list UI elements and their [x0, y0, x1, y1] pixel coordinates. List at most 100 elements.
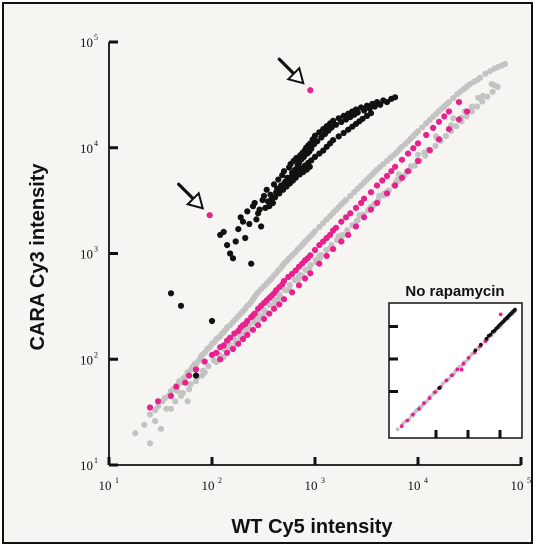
- black-point: [264, 198, 272, 205]
- pink-point: [260, 315, 268, 323]
- pink-point: [270, 305, 278, 312]
- gray-point: [445, 99, 453, 106]
- pink-point: [404, 168, 412, 175]
- gray-point: [276, 294, 283, 301]
- inset-x-tick: [498, 430, 502, 438]
- inset-pink-point: [411, 412, 415, 417]
- gray-point: [476, 74, 484, 81]
- x-tick-exponent: 2: [218, 476, 222, 485]
- pink-point: [213, 349, 220, 356]
- black-point: [338, 118, 345, 126]
- pink-point: [229, 345, 237, 353]
- pink-point: [410, 145, 417, 152]
- pink-point: [392, 182, 399, 189]
- black-point: [177, 302, 185, 309]
- inset-black-point: [486, 334, 491, 338]
- pink-point: [435, 118, 443, 125]
- black-point: [263, 186, 270, 193]
- inset-x-tick: [434, 430, 438, 438]
- pink-point: [192, 366, 200, 373]
- black-point: [232, 238, 239, 245]
- gray-point: [141, 421, 148, 428]
- black-point: [272, 194, 279, 201]
- pink-point: [249, 326, 257, 333]
- x-tick-label: 10: [511, 478, 524, 493]
- black-point: [237, 214, 244, 221]
- black-point: [220, 228, 227, 235]
- pink-point: [307, 270, 314, 277]
- pink-point: [186, 372, 193, 379]
- inset-y-tick: [389, 325, 398, 328]
- inset-black-point: [484, 336, 489, 341]
- inset-pink-point: [405, 418, 410, 423]
- gray-point: [157, 425, 165, 432]
- pink-point: [345, 231, 352, 238]
- pink-point: [361, 214, 368, 221]
- black-point: [332, 121, 340, 128]
- inset-black-point: [500, 320, 505, 325]
- inset-black-point: [479, 342, 483, 347]
- black-point: [269, 199, 276, 207]
- pink-point: [251, 310, 258, 317]
- inset-black-point: [437, 386, 442, 390]
- gray-point: [475, 94, 482, 101]
- gray-point: [468, 103, 476, 110]
- gray-point: [453, 123, 460, 130]
- pink-point: [361, 195, 368, 202]
- gray-point: [295, 273, 303, 281]
- gray-point: [286, 281, 293, 289]
- pink-point: [266, 310, 273, 317]
- pink-point: [244, 317, 251, 325]
- black-point: [270, 181, 278, 188]
- gray-point: [167, 405, 175, 412]
- pink-point: [392, 163, 399, 170]
- pink-point: [227, 334, 234, 341]
- gray-point: [432, 142, 439, 149]
- pink-point: [388, 168, 395, 175]
- gray-point: [163, 405, 170, 412]
- gray-point: [342, 197, 350, 204]
- main-axes: 10 110 110 210 210 310 310 410 410 510 5: [80, 33, 531, 493]
- gray-point: [266, 301, 273, 309]
- gray-point: [394, 176, 401, 184]
- inset-gray-point: [440, 382, 445, 386]
- pink-point: [311, 246, 319, 254]
- gray-point: [489, 88, 496, 95]
- gray-point: [376, 192, 383, 200]
- gray-point: [255, 316, 262, 324]
- pink-point: [332, 224, 340, 231]
- black-point: [208, 317, 216, 325]
- pink-point: [239, 336, 247, 343]
- gray-point: [132, 430, 139, 437]
- pink-point: [316, 242, 323, 249]
- black-point: [366, 105, 373, 112]
- pink-point: [201, 358, 208, 365]
- annotation-arrow: [277, 57, 305, 85]
- black-point: [340, 129, 347, 137]
- pink-point: [455, 99, 463, 106]
- y-tick: [109, 252, 118, 255]
- inset-pink-point: [455, 367, 460, 372]
- pink-point: [414, 140, 422, 147]
- x-tick: [416, 457, 420, 465]
- black-point: [311, 132, 319, 139]
- gray-point: [450, 95, 457, 102]
- inset-black-point: [507, 313, 512, 317]
- inset-black-point: [513, 307, 517, 312]
- inset-pink-point: [498, 312, 503, 317]
- gray-point: [146, 440, 154, 447]
- pink-point: [276, 301, 283, 308]
- inset-pink-point: [417, 407, 421, 411]
- pink-point: [367, 189, 375, 196]
- y-tick-label: 10: [80, 352, 93, 367]
- pink-point: [224, 349, 231, 356]
- pink-point: [330, 246, 337, 253]
- gray-point: [442, 133, 449, 140]
- gray-point: [501, 60, 509, 68]
- pink-point: [367, 206, 375, 213]
- black-point: [167, 290, 175, 297]
- pink-point: [404, 150, 412, 157]
- inset-black-point: [497, 323, 501, 328]
- gray-point: [184, 398, 191, 405]
